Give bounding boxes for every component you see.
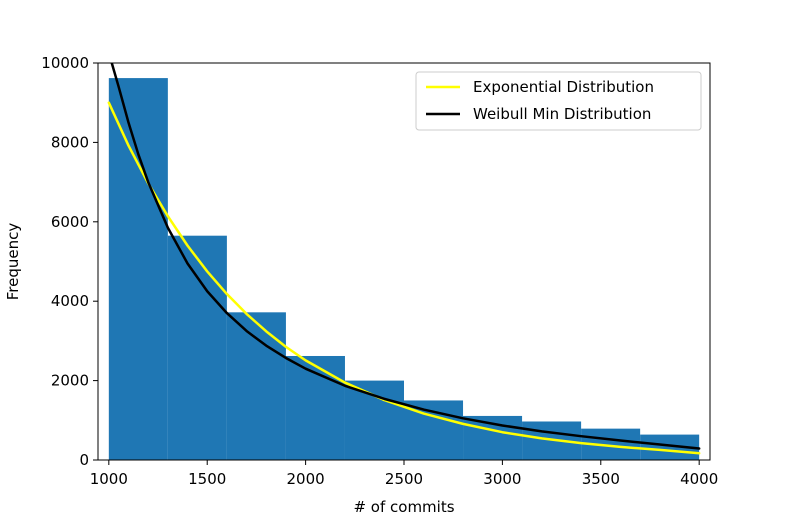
y-tick-label: 4000 xyxy=(51,292,89,310)
series-line-0 xyxy=(107,101,701,455)
histogram-bars xyxy=(108,78,700,460)
histogram-bar-4 xyxy=(344,380,404,460)
y-axis: 0 2000 4000 6000 8000 10000 xyxy=(41,54,98,469)
y-axis-label: Frequency xyxy=(4,223,22,301)
x-tick-label: 3500 xyxy=(582,470,620,488)
histogram-bar-1 xyxy=(167,235,227,460)
histogram-bar-3 xyxy=(285,355,345,460)
y-tick-label: 6000 xyxy=(51,213,89,231)
y-tick-label: 0 xyxy=(79,451,89,469)
x-axis: 1000 1500 2000 2500 3000 3500 4000 xyxy=(90,460,718,488)
y-tick-label: 8000 xyxy=(51,133,89,151)
x-tick-label: 3000 xyxy=(483,470,521,488)
histogram-bar-2 xyxy=(226,312,286,460)
x-tick-label: 2500 xyxy=(385,470,423,488)
legend: Exponential Distribution Weibull Min Dis… xyxy=(415,71,702,131)
y-tick-label: 10000 xyxy=(41,54,89,72)
histogram-bar-0 xyxy=(108,78,168,460)
series-line-1 xyxy=(110,63,701,450)
y-tick-label: 2000 xyxy=(51,372,89,390)
x-axis-label: # of commits xyxy=(353,498,454,516)
legend-label-weibull: Weibull Min Distribution xyxy=(473,105,651,123)
x-tick-label: 4000 xyxy=(680,470,718,488)
fitted-curves xyxy=(107,63,701,455)
legend-label-exponential: Exponential Distribution xyxy=(473,78,654,96)
x-tick-label: 1000 xyxy=(90,470,128,488)
x-tick-label: 2000 xyxy=(287,470,325,488)
x-tick-label: 1500 xyxy=(188,470,226,488)
legend-box xyxy=(415,71,702,131)
